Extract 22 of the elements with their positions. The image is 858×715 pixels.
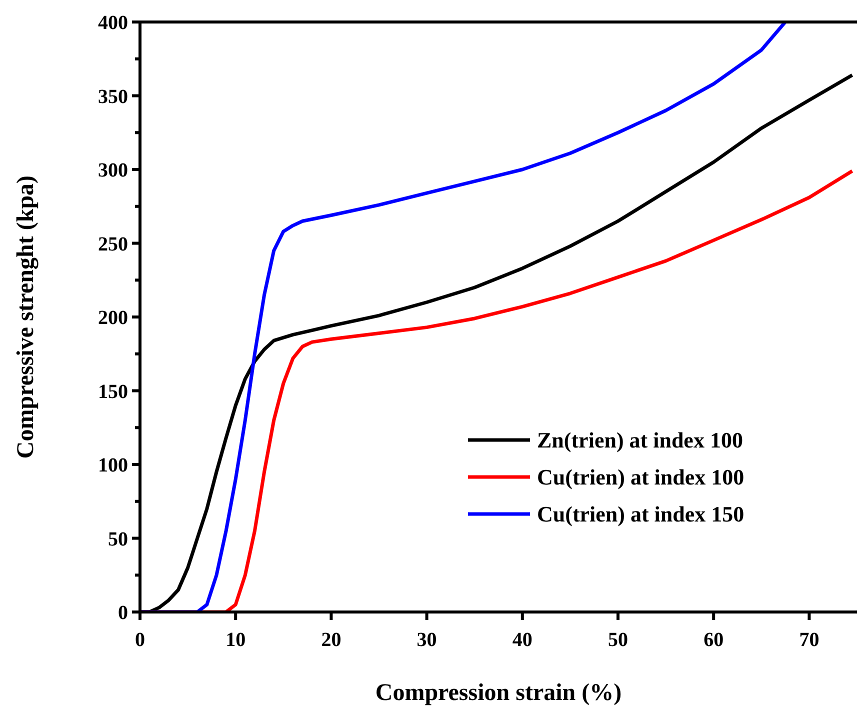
y-axis-title: Compressive strenght (kpa) <box>13 175 39 459</box>
x-tick-label: 70 <box>799 629 820 651</box>
y-tick-label: 350 <box>98 86 128 108</box>
x-tick-label: 40 <box>512 629 532 651</box>
x-axis-title: Compression strain (%) <box>375 680 622 706</box>
legend-label: Cu(trien) at index 150 <box>537 502 744 527</box>
x-tick-label: 0 <box>135 629 145 651</box>
y-tick-label: 300 <box>98 160 128 182</box>
x-tick-label: 20 <box>321 629 342 651</box>
legend-label: Zn(trien) at index 100 <box>537 428 743 453</box>
x-tick-label: 50 <box>608 629 628 651</box>
y-tick-label: 250 <box>98 233 128 256</box>
x-tick-label: 10 <box>226 629 246 651</box>
y-tick-label: 100 <box>98 454 128 476</box>
y-tick-label: 200 <box>98 307 128 329</box>
y-tick-label: 150 <box>98 380 128 403</box>
legend-label: Cu(trien) at index 100 <box>537 464 744 490</box>
x-tick-label: 30 <box>416 629 437 651</box>
y-tick-label: 0 <box>118 602 128 624</box>
y-tick-label: 50 <box>108 528 128 550</box>
x-tick-label: 60 <box>704 629 724 651</box>
y-tick-label: 400 <box>98 12 128 34</box>
